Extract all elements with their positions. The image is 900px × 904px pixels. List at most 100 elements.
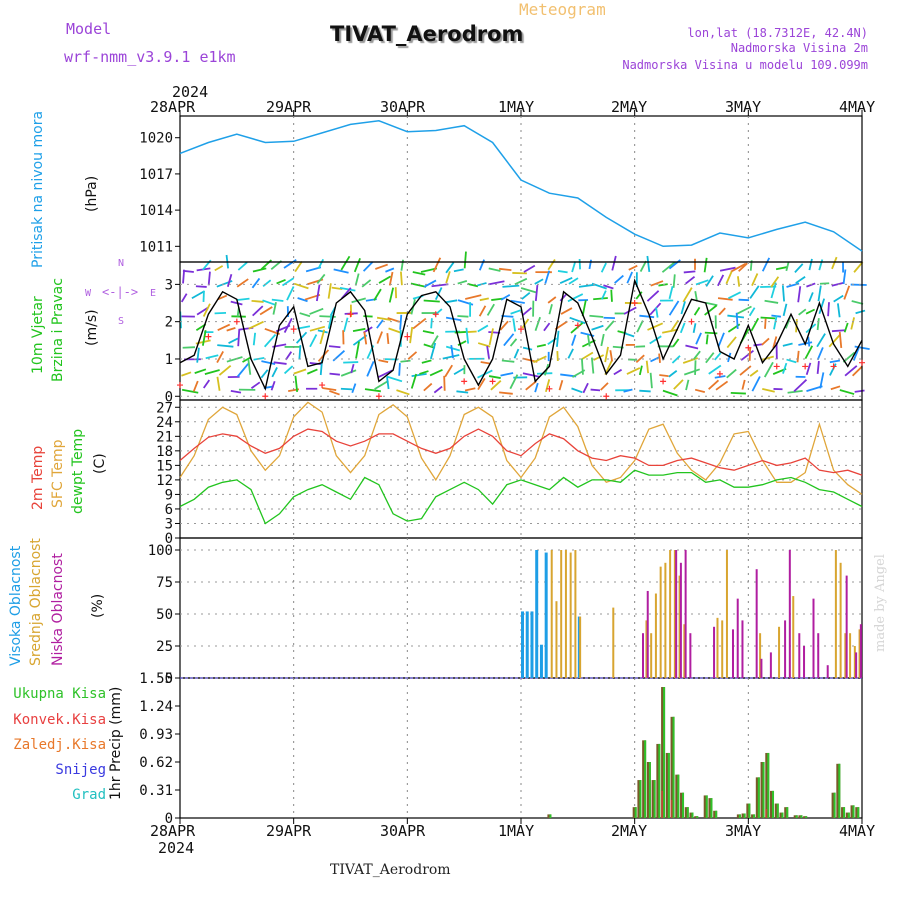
wind-ytick-label: 2: [165, 315, 173, 331]
wind-arrow: [796, 277, 805, 283]
wind-arrow: [705, 333, 717, 334]
compass-w: W: [85, 288, 91, 299]
wind-arrow: [548, 260, 555, 270]
wind-arrow: [424, 384, 432, 391]
wind-gust-marker: [262, 393, 268, 399]
wind-arrow: [726, 271, 731, 283]
wind-arrow: [478, 343, 490, 347]
wind-arrow: [696, 333, 701, 344]
wind-arrow: [355, 258, 360, 272]
precip-bar-total: [857, 807, 859, 818]
wind-gust-marker: [291, 326, 297, 332]
wind-arrow: [647, 291, 658, 301]
precip-bar-total: [739, 814, 741, 818]
model-label: Model: [66, 20, 111, 38]
wind-gust-marker: [348, 311, 354, 317]
wind-gust-marker: [660, 378, 666, 384]
time-tick-bottom: 29APR: [266, 822, 311, 840]
wind-arrow: [480, 298, 489, 300]
wind-gust-marker: [177, 382, 183, 388]
wind-arrow: [557, 351, 558, 361]
wind-arrow: [445, 365, 452, 377]
wind-arrow: [705, 258, 707, 272]
wind-gust-marker: [774, 363, 780, 369]
precip-units: 1hr Precip (mm): [108, 687, 124, 800]
wind-arrow: [329, 283, 331, 298]
wind-arrow: [511, 339, 517, 346]
wind-arrow: [686, 380, 688, 390]
wind-arrow: [659, 354, 660, 363]
wind-arrow: [413, 319, 426, 329]
wind-arrow: [499, 269, 511, 270]
model-name: wrf-nmm_v3.9.1 e1km: [64, 48, 236, 66]
wind-arrow: [285, 318, 292, 332]
wind-arrow: [629, 266, 638, 270]
precip-bar-total: [658, 744, 660, 818]
wind-arrow: [183, 347, 195, 348]
wind-arrow: [605, 321, 613, 331]
wind-arrow: [783, 343, 793, 345]
cloud-bar: [803, 646, 805, 678]
wind-arrow: [434, 387, 442, 393]
temp-2m-label: 2m Temp: [30, 446, 46, 510]
wind-arrow: [809, 292, 813, 301]
cloud-bar: [827, 665, 829, 678]
wind-arrow: [612, 256, 616, 270]
wind-arrow: [669, 286, 672, 299]
wind-arrow: [647, 361, 648, 373]
wind-arrow: [589, 260, 591, 269]
wind-arrow: [194, 381, 198, 391]
time-tick-bottom: 30APR: [380, 822, 425, 840]
cloud-bar: [860, 624, 862, 678]
wind-arrow: [852, 301, 863, 304]
wind-arrow: [387, 376, 402, 381]
cloud-bar: [792, 596, 794, 678]
cloud-bar: [789, 550, 791, 678]
precip-bar-total: [848, 813, 850, 818]
compass-e: E: [150, 288, 156, 299]
wind-arrow: [819, 259, 822, 270]
wind-arrow: [651, 373, 652, 388]
wind-arrow: [217, 351, 223, 362]
precip-bar-total: [800, 815, 802, 818]
wind-arrow: [252, 301, 264, 302]
precip-bar-total: [796, 815, 798, 818]
wind-arrow: [524, 266, 535, 272]
wind-arrow: [480, 260, 484, 271]
wind-gust-marker: [461, 378, 467, 384]
cloud-bar: [660, 567, 662, 678]
wind-arrow: [558, 271, 568, 272]
cloud-bar: [669, 550, 671, 678]
wind-arrow: [818, 361, 819, 374]
cloud-bar: [778, 627, 780, 678]
wind-ytick-label: 3: [165, 277, 173, 293]
wind-arrow: [535, 317, 540, 330]
wind-arrow: [686, 277, 695, 284]
cloud-bar: [551, 550, 553, 678]
product-title: Meteogram: [519, 0, 606, 19]
precip-bar-total: [772, 791, 774, 818]
wind-arrow: [537, 345, 546, 347]
wind-arrow: [707, 335, 708, 345]
compass-cross: <-|->: [102, 285, 138, 299]
year-label-bottom: 2024: [158, 839, 194, 857]
wind-arrow: [310, 335, 316, 347]
cloud-bar: [726, 550, 728, 678]
wind-arrow: [602, 263, 606, 272]
precip-bar-total: [853, 805, 855, 818]
cloud-ytick-label: 75: [156, 575, 173, 591]
wind-arrow: [845, 323, 848, 332]
wind-arrow: [237, 279, 248, 287]
wind-arrow: [818, 318, 819, 330]
wind-arrow: [752, 377, 760, 392]
wind-arrow: [480, 306, 486, 316]
cloud-high-label: Visoka Oblacnost: [8, 546, 24, 666]
wind-arrow: [364, 262, 373, 271]
wind-arrow: [798, 351, 799, 362]
wind-arrow: [400, 361, 410, 362]
wind-arrow: [806, 310, 815, 314]
wind-arrow: [684, 369, 699, 374]
precip-ytick-label: 0.31: [139, 783, 173, 799]
wind-arrow: [209, 272, 210, 286]
